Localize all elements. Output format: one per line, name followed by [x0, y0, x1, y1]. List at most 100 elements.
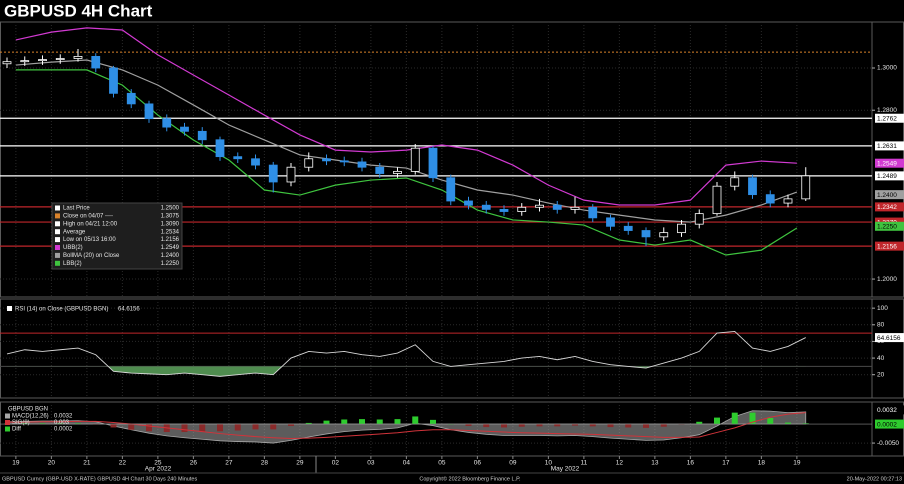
y-tick-label: 1.3000	[877, 65, 897, 72]
legend-label: SIG(9)	[12, 420, 30, 426]
price-label: 1.2489	[877, 173, 897, 180]
price-label-box	[875, 221, 904, 231]
y-tick-label: 100	[877, 305, 888, 312]
x-tick-label: 17	[722, 460, 730, 467]
legend-label: MACD(12,26)	[12, 414, 49, 420]
legend-swatch	[55, 260, 60, 266]
macd-histogram-bar	[146, 424, 152, 432]
candle-body	[91, 56, 101, 69]
month-label: May 2022	[551, 466, 580, 473]
macd-histogram-bar	[483, 424, 490, 428]
macd-histogram-bar	[589, 424, 596, 427]
footer-left: GBPUSD Curncy (GBP-USD X-RATE) GBPUSD 4H…	[2, 476, 197, 482]
x-tick-label: 05	[438, 460, 446, 467]
price-label: 1.2400	[877, 192, 897, 199]
macd-histogram-bar	[341, 419, 348, 425]
x-tick-label: 25	[154, 460, 162, 467]
y-tick-label: 80	[877, 322, 885, 329]
legend-value: 0.003	[54, 420, 70, 426]
candle-body	[55, 58, 65, 60]
candle-body	[517, 206, 527, 212]
legend-value: 0.0002	[54, 427, 73, 433]
macd-histogram-bar	[767, 417, 774, 425]
candle-body	[393, 171, 402, 174]
legend-swatch	[5, 426, 10, 432]
price-label: 1.2762	[877, 115, 897, 122]
y-tick-label: -0.0050	[877, 440, 899, 447]
legend-value: 1.3075	[161, 213, 180, 219]
legend-box	[51, 202, 183, 270]
macd-histogram-bar	[110, 424, 117, 428]
candle-body	[783, 198, 793, 204]
candle-body	[197, 130, 207, 141]
legend-label: Low on 05/13 16:00	[63, 237, 116, 243]
macd-histogram-bar	[554, 424, 561, 427]
x-tick-label: 10	[545, 460, 553, 467]
x-tick-label: 18	[758, 460, 766, 467]
macd-histogram-bar	[376, 419, 383, 425]
chart-title: GBPUSD 4H Chart	[4, 1, 153, 20]
candle-body	[765, 194, 775, 204]
candle-body	[730, 177, 740, 187]
candle-body	[162, 118, 172, 128]
macd-histogram-bar	[128, 424, 135, 430]
macd-histogram-bar	[181, 424, 188, 433]
month-label: Apr 2022	[145, 466, 172, 473]
x-tick-label: 28	[261, 460, 269, 467]
candle-body	[304, 158, 314, 168]
x-tick-label: 04	[403, 460, 411, 467]
macd-histogram-bar	[802, 423, 809, 425]
rsi-title-value: 64.6156	[118, 307, 140, 313]
macd-histogram-bar	[234, 424, 241, 431]
legend-label: Last Price	[63, 206, 90, 212]
legend-label: Average	[63, 229, 86, 235]
legend-swatch	[5, 413, 10, 419]
y-tick-label: 20	[877, 371, 885, 378]
candle-body	[410, 147, 420, 172]
macd-histogram-bar	[252, 424, 259, 430]
legend-value: 0.0032	[54, 414, 73, 420]
candle-body	[588, 206, 598, 219]
candle-body	[552, 204, 562, 210]
x-tick-label: 19	[793, 460, 801, 467]
candle-body	[446, 177, 456, 202]
legend-swatch	[55, 229, 60, 235]
legend-swatch	[55, 205, 60, 211]
price-label: 1.2250	[877, 224, 897, 231]
candle-body	[801, 175, 811, 200]
macd-histogram-bar	[359, 419, 365, 425]
footer-center: Copyright© 2022 Bloomberg Finance L.P.	[419, 475, 521, 482]
x-tick-label: 12	[616, 460, 624, 467]
macd-histogram-bar	[305, 422, 312, 425]
candle-body	[606, 217, 615, 227]
macd-histogram-bar	[288, 424, 294, 426]
bollinger-line	[15, 59, 798, 223]
price-plot	[0, 27, 872, 256]
macd-last-label-box	[875, 405, 904, 415]
legend-swatch	[5, 420, 10, 425]
macd-histogram-bar	[625, 424, 632, 428]
macd-histogram-bar	[21, 423, 28, 425]
legend-label: High on 04/21 12:00	[63, 221, 118, 227]
legend-swatch	[7, 306, 12, 311]
rsi-last-label-box	[875, 333, 904, 343]
legend-label: Diff	[12, 427, 21, 433]
diff-last-label-box	[875, 419, 904, 429]
legend-label: UBB(2)	[63, 245, 83, 251]
legend-value: 1.2500	[161, 206, 180, 212]
legend-swatch	[55, 213, 60, 219]
candle-body	[233, 156, 243, 160]
candle-body	[694, 213, 704, 225]
price-label-box	[875, 241, 904, 251]
macd-histogram-bar	[518, 424, 525, 427]
candle-body	[659, 232, 669, 238]
candle-body	[180, 126, 189, 132]
x-tick-label: 22	[119, 460, 127, 467]
macd-histogram-bar	[785, 422, 791, 425]
candle-body	[126, 92, 136, 105]
macd-histogram-bar	[270, 424, 277, 430]
price-label: 1.2342	[877, 204, 897, 211]
legend-swatch	[55, 221, 60, 227]
x-tick-label: 13	[651, 460, 659, 467]
macd-histogram-bar	[217, 424, 223, 432]
